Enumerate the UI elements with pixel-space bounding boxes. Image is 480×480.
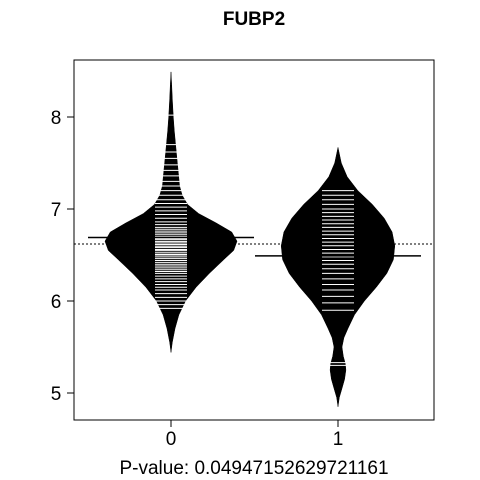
y-tick-label: 5: [51, 384, 62, 405]
y-tick-label: 6: [51, 292, 62, 313]
bean-0: [104, 71, 238, 353]
bean-1: [280, 147, 396, 407]
plot-frame: [73, 59, 435, 421]
plot-area: 5 6 7 8 0 1: [51, 59, 435, 450]
x-axis-label: P-value: 0.04947152629721161: [119, 458, 388, 479]
y-tick-label: 7: [51, 200, 62, 221]
x-tick-label: 1: [333, 429, 344, 450]
x-tick-label: 0: [166, 429, 177, 450]
chart-title: FUBP2: [223, 9, 285, 30]
y-tick-label: 8: [51, 108, 62, 129]
